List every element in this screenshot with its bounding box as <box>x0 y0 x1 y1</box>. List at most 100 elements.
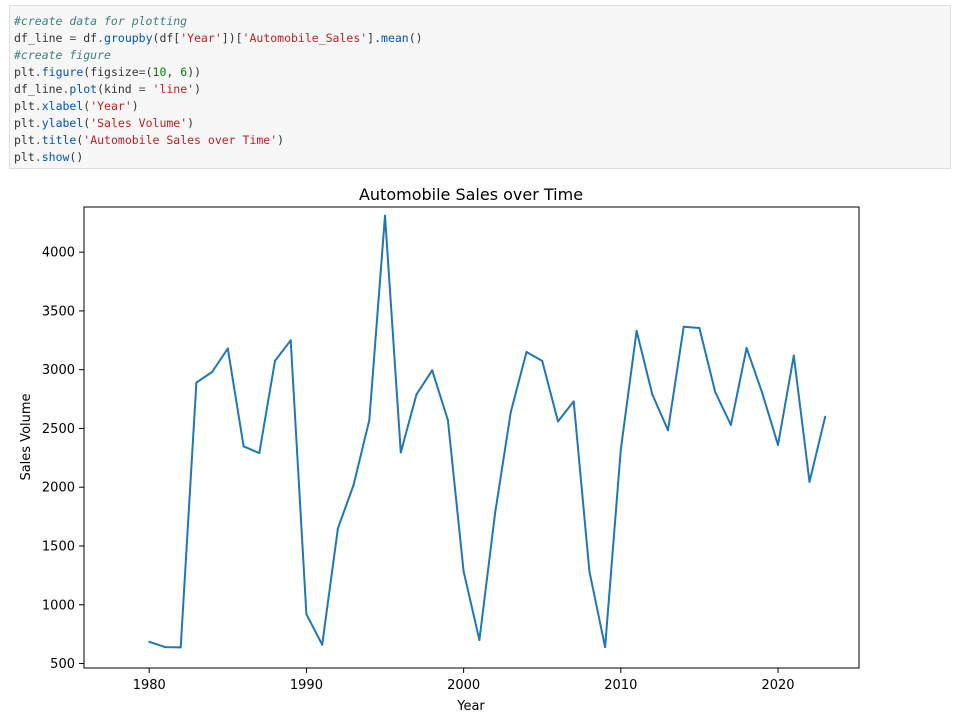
code-token: 10 <box>152 65 167 79</box>
y-axis: 500 1000 1500 2000 2500 3000 3500 4000 <box>42 246 84 672</box>
data-point <box>729 423 732 426</box>
code-token: () <box>408 31 423 45</box>
code-token: ]. <box>367 31 382 45</box>
y-tick-label: 3000 <box>42 363 75 378</box>
x-tick-label: 2020 <box>761 678 794 693</box>
y-tick-label: 1500 <box>42 539 75 554</box>
data-point <box>399 451 402 454</box>
code-token: ])[ <box>221 31 243 45</box>
code-token: 'line' <box>152 82 195 96</box>
code-line[interactable]: plt.ylabel('Sales Volume') <box>14 115 423 132</box>
data-point <box>211 371 214 374</box>
data-point <box>604 646 607 649</box>
data-point <box>258 452 261 455</box>
code-token: = <box>62 31 84 45</box>
data-point <box>556 420 559 423</box>
code-token: , <box>166 65 181 79</box>
y-tick-label: 4000 <box>42 246 75 261</box>
data-point <box>682 325 685 328</box>
y-tick-label: 500 <box>50 657 75 672</box>
data-point <box>336 527 339 530</box>
data-point <box>698 326 701 329</box>
code-token: df_line <box>14 82 63 96</box>
data-point <box>808 480 811 483</box>
code-comment: #create data for plotting <box>14 14 188 28</box>
code-token: plt <box>14 116 35 130</box>
code-token: )) <box>187 65 202 79</box>
output-area: Automobile Sales over Time 500 1000 1500 20… <box>0 175 953 720</box>
code-line[interactable]: df_line.plot(kind = 'line') <box>14 81 423 98</box>
data-point <box>635 329 638 332</box>
data-point <box>572 400 575 403</box>
code-token: xlabel <box>41 99 84 113</box>
data-point <box>446 419 449 422</box>
code-token: plt <box>14 133 35 147</box>
code-token: mean <box>381 31 409 45</box>
code-token: plt <box>14 65 35 79</box>
data-point <box>289 339 292 342</box>
data-point <box>163 646 166 649</box>
x-axis-label: Year <box>456 699 485 714</box>
code-token: (kind <box>97 82 139 96</box>
code-token: ( <box>145 65 153 79</box>
code-line[interactable]: plt.show() <box>14 149 423 166</box>
code-token: ) <box>277 133 285 147</box>
code-token: . <box>34 150 42 164</box>
code-line[interactable]: plt.title('Automobile Sales over Time') <box>14 132 423 149</box>
data-point <box>195 381 198 384</box>
data-point <box>478 639 481 642</box>
data-point <box>352 483 355 486</box>
code-token <box>146 82 153 96</box>
data-point <box>745 346 748 349</box>
data-point <box>792 354 795 357</box>
code-line[interactable]: df_line = df.groupby(df['Year'])['Automo… <box>14 30 423 47</box>
code-token: plt <box>14 99 35 113</box>
data-point <box>242 445 245 448</box>
data-point <box>462 570 465 573</box>
data-point <box>525 351 528 354</box>
code-line[interactable]: plt.xlabel('Year') <box>14 98 423 115</box>
data-point <box>509 410 512 413</box>
data-point <box>321 643 324 646</box>
data-point <box>824 415 827 418</box>
code-token: = <box>138 82 146 96</box>
code-token: = <box>138 65 146 79</box>
code-token: 'Automobile_Sales' <box>242 31 368 45</box>
x-tick-label: 2000 <box>447 678 480 693</box>
code-token: plt <box>14 150 35 164</box>
data-point <box>226 347 229 350</box>
code-token: show <box>41 150 70 164</box>
code-token: (df[ <box>152 31 181 45</box>
code-line[interactable]: #create figure <box>14 47 423 64</box>
data-points <box>148 214 827 649</box>
code-token: ) <box>131 99 139 113</box>
code-token: 6 <box>180 65 188 79</box>
code-token: 'Year' <box>180 31 222 45</box>
code-token: . <box>34 99 42 113</box>
code-token: . <box>34 116 42 130</box>
data-point <box>273 359 276 362</box>
data-point <box>714 391 717 394</box>
code-token: 'Automobile Sales over Time' <box>83 133 278 147</box>
x-axis: 1980 1990 2000 2010 2020 <box>133 668 795 693</box>
y-tick-label: 3500 <box>42 304 75 319</box>
series-line <box>148 214 827 649</box>
code-token: . <box>62 82 70 96</box>
x-tick-label: 2010 <box>604 678 637 693</box>
x-tick-label: 1980 <box>133 678 166 693</box>
code-line[interactable]: plt.figure(figsize=(10, 6)) <box>14 64 423 81</box>
y-tick-label: 2000 <box>42 481 75 496</box>
code-token: df_line <box>14 31 63 45</box>
code-token: ( <box>76 133 84 147</box>
data-point <box>179 646 182 649</box>
chart-title: Automobile Sales over Time <box>359 185 583 204</box>
data-point <box>368 419 371 422</box>
y-tick-label: 1000 <box>42 598 75 613</box>
data-point <box>415 393 418 396</box>
data-point <box>667 429 670 432</box>
code-cell[interactable]: #create data for plotting df_line = df.gr… <box>9 5 951 169</box>
data-point <box>148 640 151 643</box>
code-line[interactable]: #create data for plotting <box>14 13 423 30</box>
data-point <box>588 570 591 573</box>
code-editor[interactable]: #create data for plotting df_line = df.gr… <box>14 13 423 166</box>
